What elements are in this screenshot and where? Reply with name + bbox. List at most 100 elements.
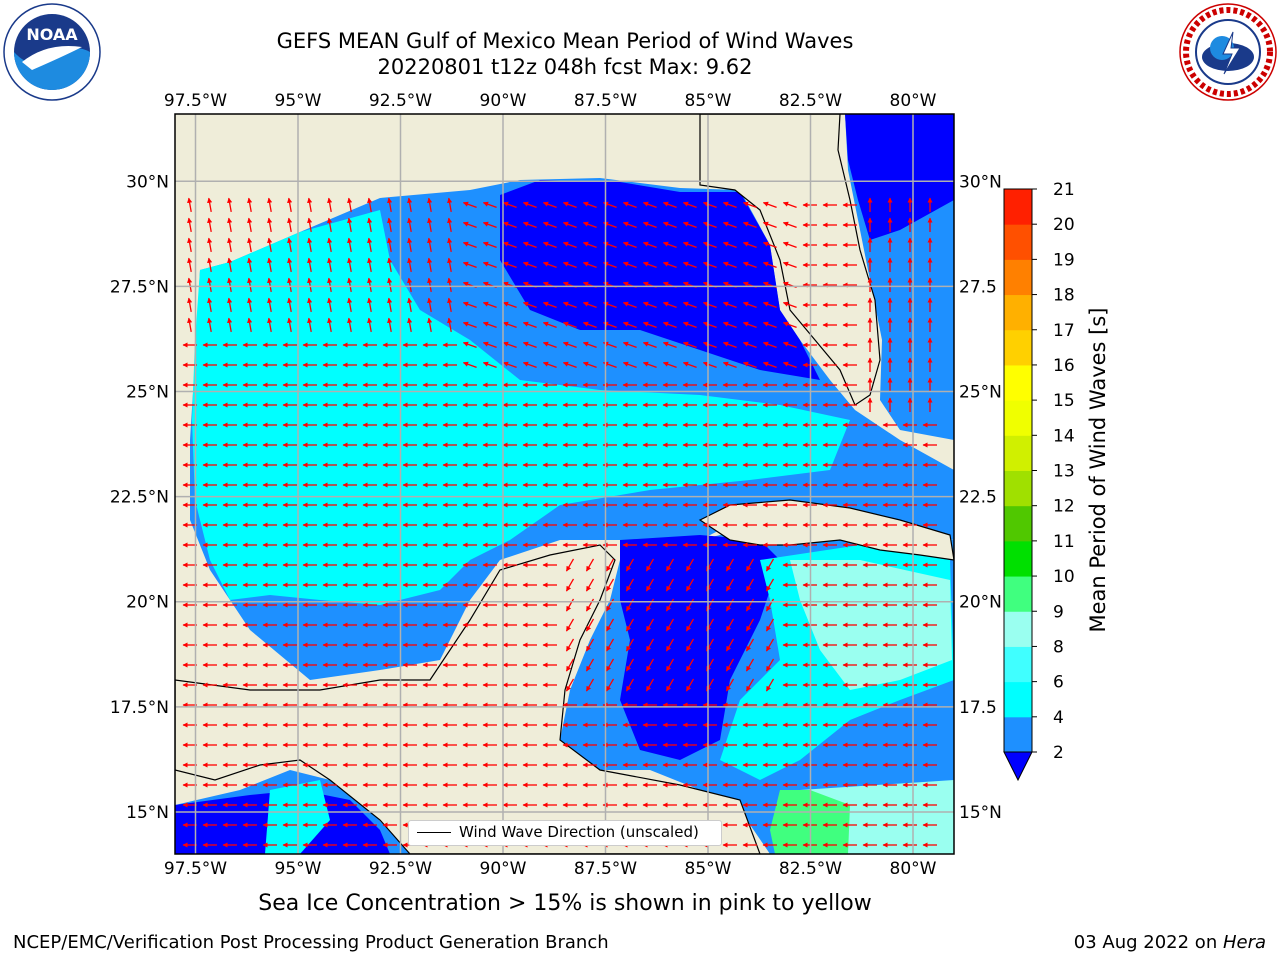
wave-direction-arrow [462, 341, 477, 349]
wave-direction-arrow [482, 261, 497, 269]
wave-direction-arrow [682, 341, 697, 349]
wave-direction-arrow [665, 678, 675, 692]
wave-direction-arrow [187, 277, 193, 293]
colorbar: 2 4 6 8 9 10 11 12 13 14 15 16 17 18 19 20 21 [1003, 180, 1075, 782]
wave-direction-arrow [622, 321, 637, 329]
wave-direction-arrow [702, 341, 717, 349]
y-tick-label-left: 20°N [126, 593, 169, 613]
wave-direction-arrow [307, 237, 313, 253]
colorbar-segment [1004, 716, 1032, 753]
wave-direction-arrow [662, 241, 677, 249]
wave-direction-arrow [605, 638, 615, 652]
wave-direction-arrow [765, 658, 775, 672]
wave-direction-arrow [187, 257, 193, 273]
wave-direction-arrow [642, 201, 657, 209]
wave-direction-arrow [722, 241, 737, 249]
wave-direction-arrow [367, 237, 373, 253]
wave-direction-arrow [307, 197, 313, 213]
wave-direction-arrow [622, 221, 637, 229]
colorbar-tick-label: 6 [1053, 673, 1064, 693]
wave-direction-arrow [625, 578, 635, 592]
wave-direction-arrow [522, 341, 537, 349]
wave-direction-arrow [722, 201, 737, 209]
wave-direction-arrow [605, 558, 615, 572]
wave-direction-arrow [502, 261, 517, 269]
wave-direction-arrow [367, 197, 373, 213]
wave-direction-arrow [447, 237, 453, 253]
wave-direction-arrow [407, 217, 413, 233]
wave-direction-arrow [742, 241, 757, 249]
wave-direction-arrow [625, 598, 635, 612]
y-tick-label-right: 20°N [959, 593, 1002, 613]
wave-direction-arrow [745, 578, 755, 592]
wave-direction-arrow [307, 217, 313, 233]
chart-title: GEFS MEAN Gulf of Mexico Mean Period of … [276, 29, 854, 53]
wave-direction-arrow [207, 217, 213, 233]
wave-direction-arrow [625, 678, 635, 692]
wave-direction-arrow [662, 221, 677, 229]
wave-direction-arrow [565, 638, 575, 652]
x-tick-label-bottom: 80°W [890, 859, 937, 879]
wave-direction-arrow [642, 301, 657, 309]
wave-direction-arrow [562, 221, 577, 229]
wave-direction-arrow [347, 217, 353, 233]
wave-direction-arrow [565, 618, 575, 632]
wave-direction-arrow [742, 261, 757, 269]
colorbar-tick-label: 12 [1053, 497, 1075, 517]
wave-direction-arrow [782, 301, 797, 309]
wave-direction-arrow [227, 317, 233, 333]
wave-direction-arrow [482, 361, 497, 369]
wave-direction-arrow [665, 598, 675, 612]
sea-ice-note: Sea Ice Concentration > 15% is shown in … [258, 891, 872, 916]
wave-direction-arrow [725, 658, 735, 672]
wave-direction-arrow [247, 317, 253, 333]
wave-direction-arrow [227, 277, 233, 293]
wave-direction-arrow [327, 277, 333, 293]
colorbar-tick-label: 21 [1053, 180, 1075, 200]
colorbar-tick-label: 11 [1053, 532, 1075, 552]
y-tick-labels-right: 30°N 27.5 25°N 22.5 20°N 17.5 15°N [959, 172, 1002, 823]
wave-direction-arrow [622, 201, 637, 209]
wave-direction-arrow [267, 257, 273, 273]
wave-direction-arrow [642, 361, 657, 369]
wave-direction-arrow [407, 317, 413, 333]
wave-direction-arrow [307, 277, 313, 293]
wave-direction-arrow [702, 241, 717, 249]
wave-direction-arrow [742, 301, 757, 309]
wave-direction-arrow [585, 638, 595, 652]
wave-direction-arrow [762, 301, 777, 309]
wave-direction-arrow [665, 578, 675, 592]
wave-direction-arrow [307, 317, 313, 333]
colorbar-segment [1004, 470, 1032, 507]
wave-direction-arrow [387, 237, 393, 253]
wave-direction-arrow [722, 361, 737, 369]
wave-direction-arrow [502, 321, 517, 329]
wave-direction-arrow [605, 618, 615, 632]
colorbar-tick-label: 13 [1053, 462, 1075, 482]
machine-name: Hera [1222, 932, 1266, 953]
wave-direction-arrow [542, 301, 557, 309]
colorbar-extend-triangle [1003, 751, 1033, 782]
wave-direction-arrow [762, 241, 777, 249]
wave-direction-arrow [482, 241, 497, 249]
wave-direction-arrow [447, 217, 453, 233]
x-tick-labels-bottom: 97.5°W 95°W 92.5°W 90°W 87.5°W 85°W 82.5°W 80°W [164, 859, 937, 879]
wave-direction-arrow [502, 241, 517, 249]
wave-direction-arrow [562, 261, 577, 269]
y-tick-label-left: 27.5°N [110, 277, 169, 297]
wave-direction-arrow [742, 321, 757, 329]
wave-direction-arrow [765, 618, 775, 632]
wave-direction-arrow [702, 361, 717, 369]
colorbar-tick-label: 18 [1053, 286, 1075, 306]
colorbar-tick-label: 19 [1053, 250, 1075, 270]
wave-direction-arrow [427, 257, 433, 273]
y-tick-labels-left: 30°N 27.5°N 25°N 22.5°N 20°N 17.5°N 15°N [110, 172, 169, 823]
wave-direction-arrow [742, 361, 757, 369]
wave-direction-arrow [662, 321, 677, 329]
wave-direction-arrow [462, 241, 477, 249]
wave-direction-arrow [482, 201, 497, 209]
wave-direction-arrow [782, 201, 797, 209]
wave-direction-arrow [387, 317, 393, 333]
wave-direction-arrow [387, 277, 393, 293]
